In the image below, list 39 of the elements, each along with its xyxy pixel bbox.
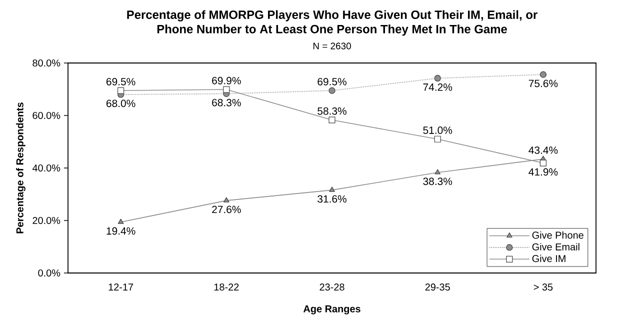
legend-label: Give Email [532,243,580,250]
data-label: 75.6% [528,80,558,88]
y-tick-label: 60.0% [32,112,60,120]
x-tick-label: 23-28 [320,284,344,291]
data-label: 68.0% [106,100,136,108]
data-label: 69.5% [106,78,136,86]
x-axis-title: Age Ranges [303,305,360,314]
x-tick-label: 18-22 [214,284,239,291]
data-label: 41.9% [528,168,558,176]
data-label: 19.4% [106,227,136,235]
data-label: 69.5% [318,78,346,86]
data-label: 69.9% [212,76,241,84]
y-tick-label: 80.0% [32,59,60,67]
legend-label: Give IM [532,254,566,262]
y-axis-title: Percentage of Respondents [16,102,26,234]
chart-title: Percentage of MMORPG Players Who Have Given Out Their IM, Email, or Phone Number to At Least One Person They Met In The Game [127,10,538,36]
data-label: 51.0% [423,126,452,134]
data-label: 27.6% [212,206,241,214]
chart-subtitle: N = 2630 [313,42,351,50]
point [540,71,547,78]
point [434,169,440,174]
y-tick-label: 0.0% [38,269,60,277]
x-tick-label: 12-17 [108,284,134,290]
point [328,87,336,94]
x-tick-label: 29-35 [425,284,450,291]
y-tick-label: 40.0% [32,164,60,172]
x-tick-label: > 35 [534,284,553,291]
point [224,197,230,202]
data-label: 74.2% [423,83,452,91]
data-label: 31.6% [318,195,346,203]
point [118,218,124,224]
legend-label: Give Phone [532,231,584,239]
data-label: 58.3% [318,107,346,115]
data-label: 43.4% [528,146,558,154]
y-tick-label: 20.0% [32,216,60,224]
point [329,186,335,192]
point [434,74,441,82]
data-label: 38.3% [423,178,452,186]
data-label: 68.3% [212,98,241,106]
